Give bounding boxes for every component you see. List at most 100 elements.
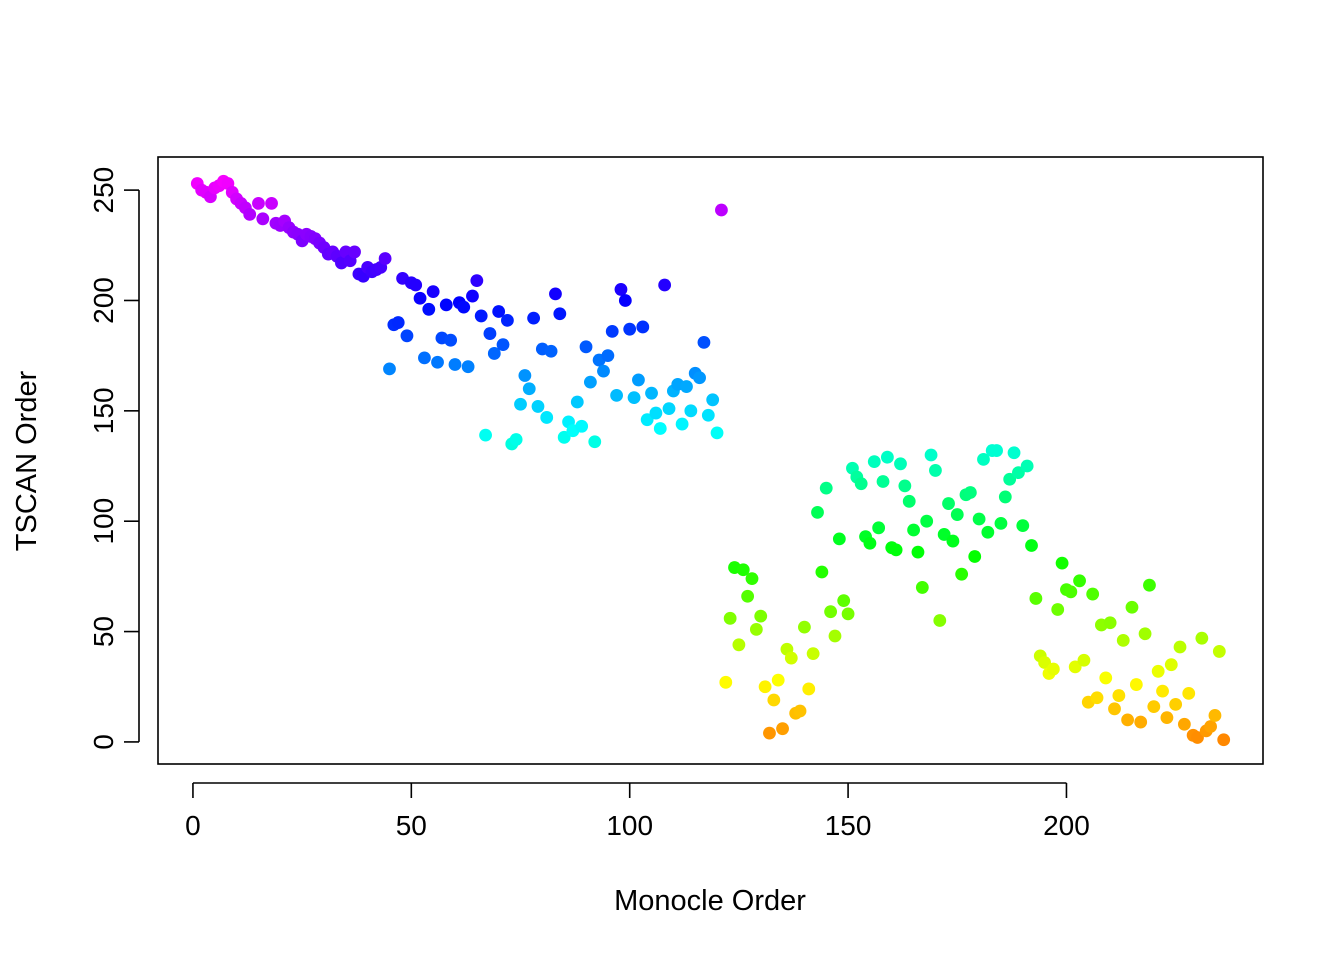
data-point	[457, 300, 471, 314]
data-point	[990, 444, 1003, 457]
data-point	[736, 563, 750, 577]
data-point	[483, 327, 497, 340]
data-point	[549, 287, 562, 301]
data-point	[378, 252, 392, 265]
data-point	[479, 428, 492, 442]
data-point	[937, 528, 951, 541]
data-point	[658, 278, 672, 292]
data-point	[265, 196, 278, 210]
data-point	[540, 411, 554, 424]
y-tick-label: 50	[88, 616, 119, 647]
points-layer	[190, 174, 1231, 747]
data-point	[1029, 592, 1043, 605]
data-point	[1055, 556, 1069, 570]
data-point	[1103, 616, 1117, 630]
data-point	[1068, 660, 1082, 674]
y-axis-label: TSCAN Order	[11, 370, 43, 551]
data-point	[1108, 702, 1121, 716]
data-point	[723, 611, 737, 625]
data-point	[557, 430, 571, 444]
data-point	[968, 550, 982, 563]
data-point	[618, 294, 632, 307]
data-point	[981, 525, 995, 539]
data-point	[1116, 633, 1130, 647]
data-point	[649, 406, 663, 420]
data-point	[627, 391, 641, 404]
data-point	[1217, 733, 1231, 747]
data-point	[1016, 519, 1030, 533]
data-point	[741, 589, 755, 603]
data-point	[1156, 684, 1169, 698]
data-point	[732, 638, 746, 652]
data-point	[583, 375, 597, 389]
data-point	[802, 682, 816, 696]
data-point	[1143, 578, 1156, 592]
data-point	[863, 536, 877, 550]
data-point	[920, 514, 934, 528]
data-point	[575, 419, 589, 433]
data-point	[872, 521, 886, 535]
data-point	[898, 479, 912, 493]
data-point	[1173, 640, 1187, 654]
data-point	[894, 457, 907, 471]
data-point	[391, 316, 405, 329]
data-point	[1121, 713, 1135, 727]
data-point	[706, 393, 720, 407]
data-point	[256, 212, 270, 226]
data-point	[1086, 587, 1100, 601]
data-point	[243, 207, 257, 221]
data-point	[1020, 459, 1034, 473]
data-point	[632, 373, 645, 387]
data-point	[715, 203, 728, 217]
data-point	[828, 629, 842, 643]
data-point	[701, 408, 715, 422]
data-point	[448, 358, 462, 371]
y-tick-label: 150	[88, 387, 119, 434]
data-point	[461, 360, 475, 374]
data-point	[1195, 631, 1209, 645]
data-point	[680, 380, 693, 393]
data-point	[653, 422, 667, 435]
x-tick-label: 100	[606, 810, 653, 841]
data-point	[1208, 709, 1222, 722]
data-point	[767, 693, 781, 707]
data-point	[710, 426, 724, 440]
y-tick-label: 200	[88, 277, 119, 324]
data-point	[819, 481, 833, 495]
data-point	[514, 397, 527, 411]
data-point	[1051, 603, 1065, 616]
data-point	[597, 364, 610, 378]
data-point	[719, 675, 733, 689]
data-point	[426, 285, 440, 299]
data-point	[1182, 686, 1196, 700]
data-point	[492, 305, 506, 318]
data-point	[933, 614, 947, 627]
data-point	[640, 413, 654, 427]
data-point	[544, 344, 558, 358]
data-point	[955, 567, 969, 581]
data-point	[470, 274, 484, 288]
x-axis-label: Monocle Order	[614, 885, 806, 917]
data-point	[771, 673, 785, 687]
data-point	[1090, 691, 1104, 705]
data-point	[911, 545, 925, 559]
data-point	[1204, 720, 1217, 733]
data-point	[876, 475, 890, 488]
data-point	[522, 382, 536, 396]
data-point	[1007, 446, 1021, 460]
data-point	[518, 369, 532, 382]
data-point	[1129, 678, 1143, 691]
plot-frame	[157, 156, 1264, 765]
data-point	[915, 581, 929, 594]
data-point	[889, 543, 903, 557]
data-point	[466, 289, 479, 303]
data-point	[1025, 539, 1038, 552]
data-point	[977, 452, 990, 466]
data-point	[942, 497, 955, 510]
data-point	[1160, 711, 1174, 725]
data-point	[1099, 671, 1113, 685]
data-point	[684, 404, 698, 418]
data-point	[811, 505, 824, 519]
